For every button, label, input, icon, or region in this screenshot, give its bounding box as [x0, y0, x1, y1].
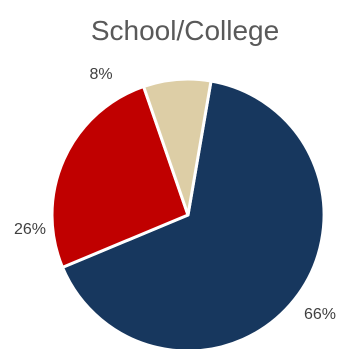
pie-slices	[50, 77, 326, 353]
chart-title: School/College	[91, 15, 279, 46]
pie-data-labels: 66% 26% 8%	[14, 66, 336, 323]
data-label-2: 8%	[89, 66, 112, 83]
data-label-1: 26%	[14, 221, 46, 238]
pie-slice-0	[61, 79, 326, 353]
pie-slice-1	[50, 84, 190, 269]
data-label-0: 66%	[304, 306, 336, 323]
pie-slice-2	[142, 77, 213, 217]
